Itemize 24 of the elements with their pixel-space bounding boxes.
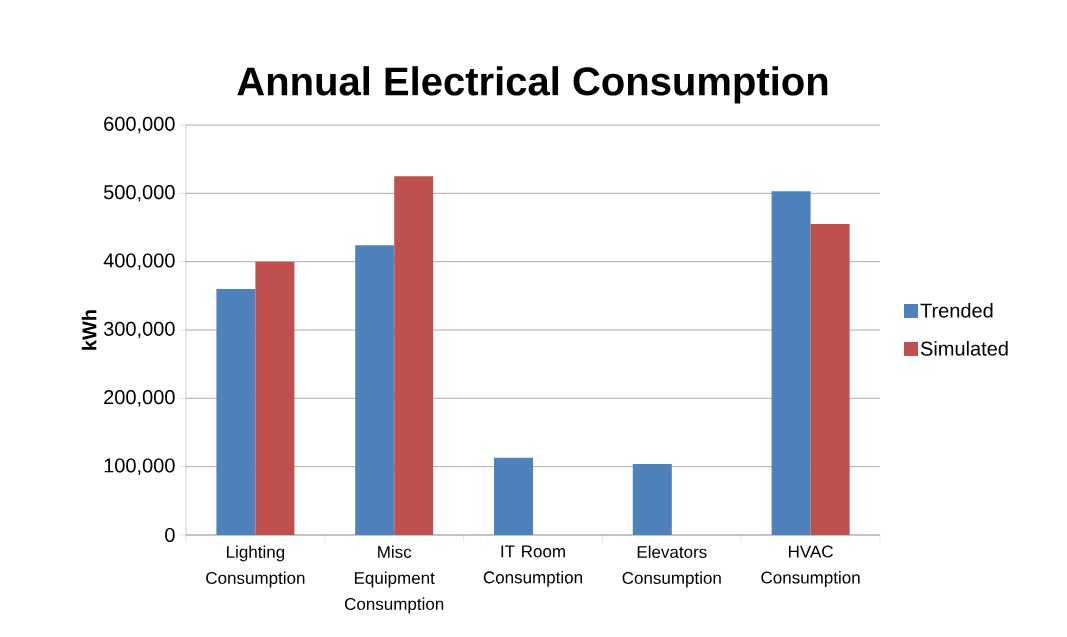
bar <box>255 261 295 535</box>
y-tick-label: 0 <box>165 527 175 543</box>
y-tick-label: 500,000 <box>103 185 175 202</box>
x-tick-label: Lighting Consumption <box>206 545 305 588</box>
chart-title: Annual Electrical Consumption <box>237 66 828 104</box>
legend-label: Simulated <box>920 341 1008 356</box>
y-tick-label: 100,000 <box>104 458 175 475</box>
y-tick-label: 400,000 <box>103 253 175 270</box>
bar <box>494 457 533 535</box>
y-axis-title: kWh <box>81 310 97 350</box>
y-tick-label: 200,000 <box>104 390 175 407</box>
x-tick-label: Elevators Consumption <box>622 545 721 588</box>
bar <box>355 245 395 535</box>
x-tick-label: Misc Equipment Consumption <box>344 545 444 614</box>
bar <box>216 289 256 535</box>
y-tick-label: 600,000 <box>104 116 175 134</box>
y-tick-label: 300,000 <box>103 321 175 339</box>
bar <box>810 224 850 535</box>
x-tick-label: HVAC Consumption <box>761 545 860 587</box>
bar <box>632 463 672 535</box>
x-tick-label: IT Room Consumption <box>483 545 582 587</box>
legend-label: Trended <box>920 303 993 318</box>
bar <box>771 191 811 535</box>
bar <box>394 176 434 535</box>
